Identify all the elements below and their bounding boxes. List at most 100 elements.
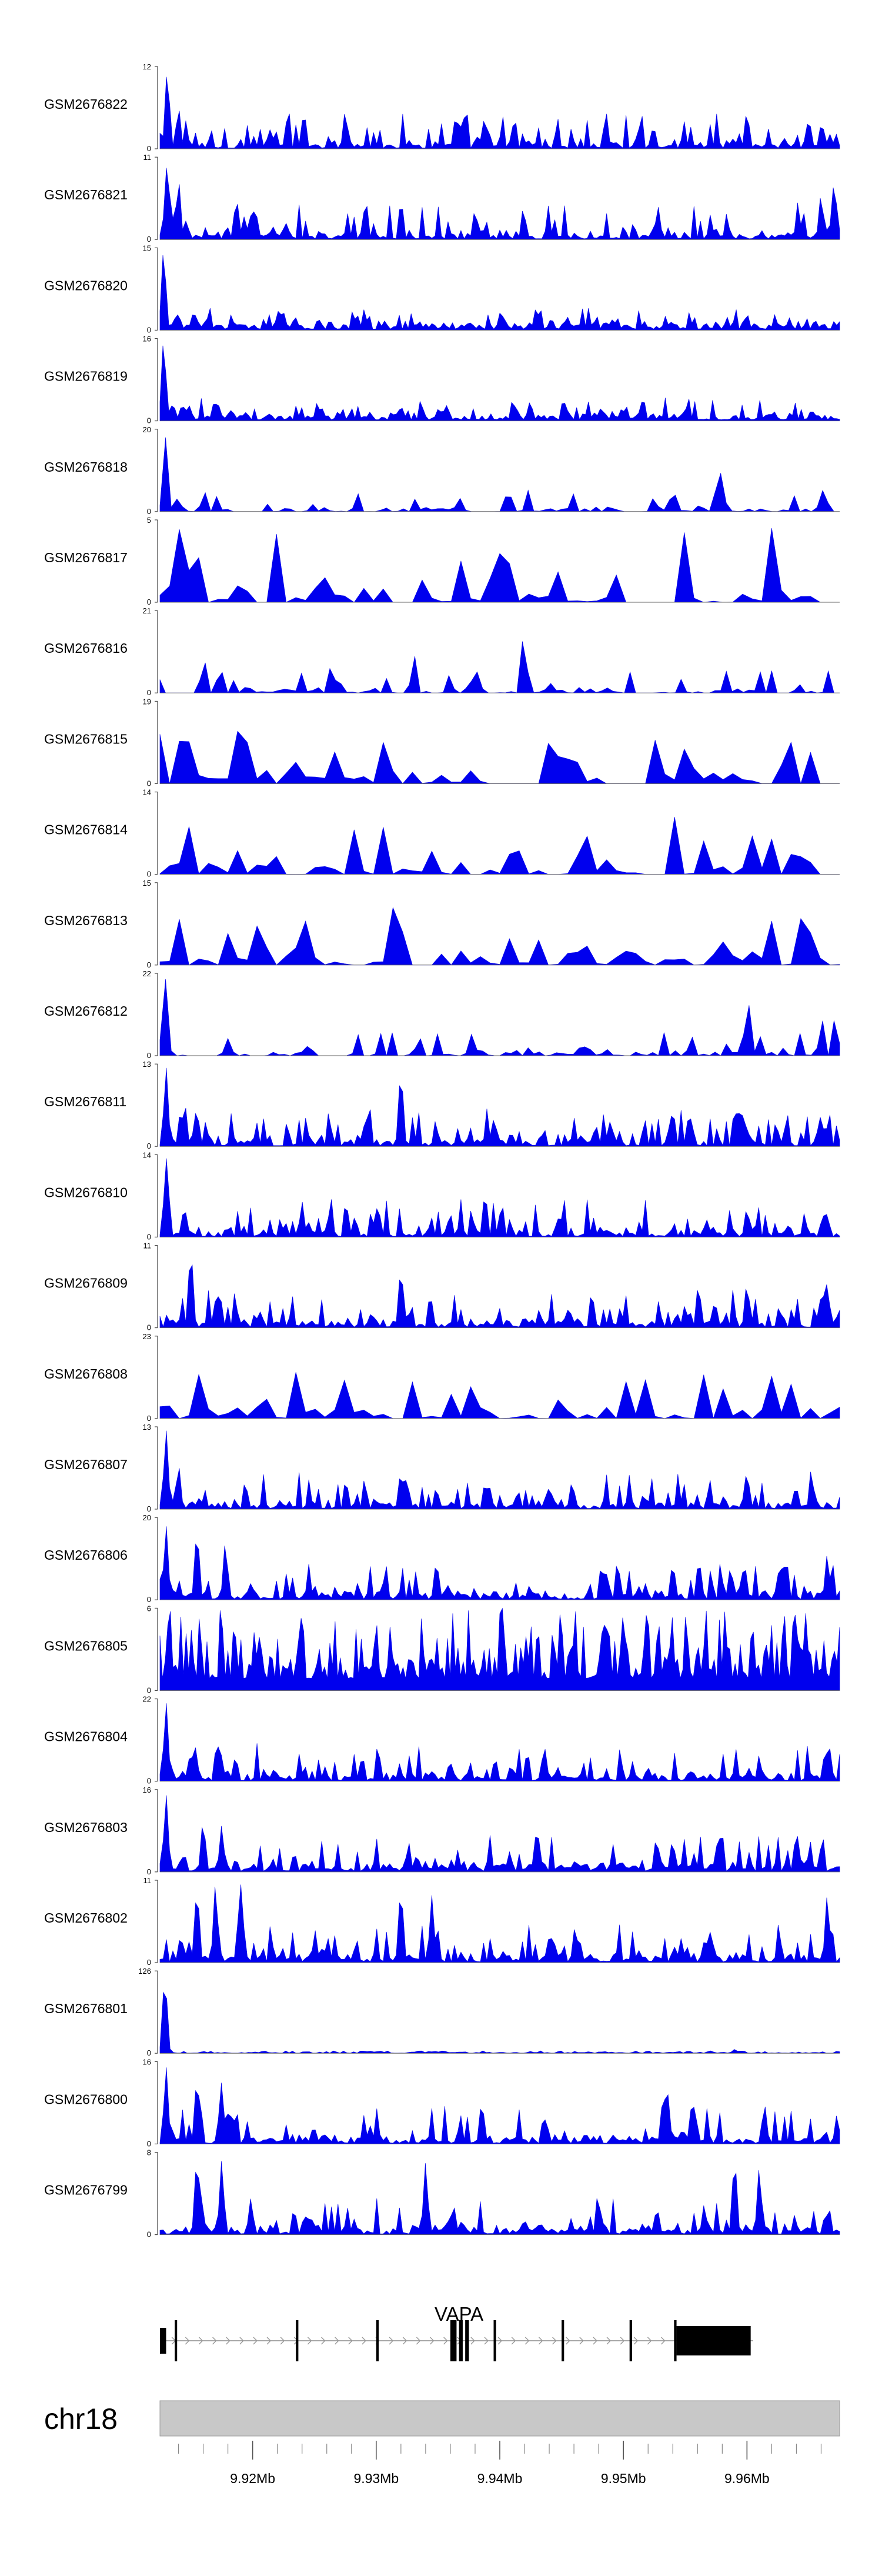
y-tick-label-zero: 0 bbox=[147, 1595, 151, 1604]
y-tick-label-max: 11 bbox=[143, 153, 152, 162]
exon bbox=[160, 2328, 166, 2354]
track-label: GSM2676811 bbox=[44, 1094, 126, 1109]
y-tick-label-max: 13 bbox=[143, 1423, 151, 1432]
chromosome-label: chr18 bbox=[44, 2403, 118, 2435]
exon bbox=[175, 2320, 178, 2361]
y-tick-label-max: 20 bbox=[143, 1513, 151, 1522]
strand-arrow bbox=[198, 2337, 203, 2345]
y-tick-label-max: 22 bbox=[143, 1695, 151, 1704]
coverage-track: GSM2676803 16 0 bbox=[44, 1786, 840, 1876]
coverage-area bbox=[159, 1430, 840, 1510]
coverage-area bbox=[159, 255, 840, 331]
strand-arrow bbox=[593, 2337, 597, 2345]
chromosome-ideogram bbox=[159, 2400, 840, 2437]
y-tick-label-zero: 0 bbox=[147, 779, 151, 788]
y-tick-label-max: 22 bbox=[143, 969, 151, 978]
track-label: GSM2676820 bbox=[44, 278, 128, 293]
strand-arrow bbox=[402, 2337, 407, 2345]
coverage-area bbox=[159, 979, 840, 1056]
exon bbox=[629, 2320, 632, 2361]
track-label: GSM2676800 bbox=[44, 2091, 128, 2107]
track-label: GSM2676819 bbox=[44, 369, 128, 384]
exon bbox=[450, 2320, 457, 2361]
y-tick-label-zero: 0 bbox=[147, 235, 151, 243]
y-tick-label-max: 19 bbox=[143, 697, 151, 706]
y-tick-label-max: 6 bbox=[147, 1604, 151, 1613]
coverage-track: GSM2676808 23 0 bbox=[44, 1332, 840, 1423]
y-tick-label-max: 14 bbox=[143, 1150, 151, 1159]
coverage-area bbox=[159, 1264, 840, 1328]
y-tick-label-zero: 0 bbox=[147, 2230, 151, 2239]
coverage-track: GSM2676801 126 0 bbox=[44, 1967, 840, 2057]
y-tick-label-zero: 0 bbox=[147, 2048, 151, 2057]
y-tick-label-zero: 0 bbox=[147, 1323, 151, 1332]
x-tick-label: 9.95Mb bbox=[601, 2471, 646, 2486]
coverage-track: GSM2676810 14 0 bbox=[44, 1150, 840, 1241]
y-tick-label-zero: 0 bbox=[147, 688, 151, 697]
strand-arrow bbox=[661, 2337, 666, 2345]
coverage-track: GSM2676821 11 0 bbox=[44, 153, 840, 243]
y-tick-label-max: 11 bbox=[143, 1876, 152, 1885]
track-label: GSM2676808 bbox=[44, 1366, 128, 1382]
coverage-area bbox=[159, 2161, 840, 2235]
track-label: GSM2676813 bbox=[44, 913, 128, 928]
coverage-area bbox=[159, 1991, 840, 2054]
coverage-area bbox=[159, 1795, 840, 1873]
coverage-area bbox=[159, 345, 840, 421]
coverage-area bbox=[159, 730, 840, 785]
y-tick-label-max: 15 bbox=[143, 243, 151, 252]
strand-arrow bbox=[566, 2337, 570, 2345]
coverage-track: GSM2676806 20 0 bbox=[44, 1513, 840, 1604]
coverage-track: GSM2676811 13 0 bbox=[44, 1060, 840, 1150]
y-tick-label-zero: 0 bbox=[147, 1142, 151, 1150]
coverage-area bbox=[159, 76, 840, 149]
strand-arrow bbox=[511, 2337, 516, 2345]
track-label: GSM2676812 bbox=[44, 1003, 128, 1019]
strand-arrow bbox=[389, 2337, 394, 2345]
coverage-track: GSM2676816 21 0 bbox=[44, 606, 840, 697]
exon bbox=[459, 2320, 463, 2361]
exon bbox=[493, 2320, 496, 2361]
y-tick-label-zero: 0 bbox=[147, 1958, 151, 1967]
exon bbox=[562, 2320, 564, 2361]
strand-arrow bbox=[348, 2337, 353, 2345]
coverage-track: GSM2676807 13 0 bbox=[44, 1423, 840, 1513]
coverage-track: GSM2676815 19 0 bbox=[44, 697, 840, 788]
track-label: GSM2676806 bbox=[44, 1547, 128, 1563]
coverage-area bbox=[159, 528, 840, 603]
strand-arrow bbox=[239, 2337, 244, 2345]
y-tick-label-max: 13 bbox=[143, 1060, 151, 1069]
strand-arrow bbox=[416, 2337, 421, 2345]
y-tick-label-zero: 0 bbox=[147, 325, 151, 334]
strand-arrow bbox=[497, 2337, 503, 2345]
track-label: GSM2676802 bbox=[44, 1910, 128, 1926]
exon bbox=[465, 2320, 469, 2361]
y-tick-label-zero: 0 bbox=[147, 1867, 151, 1876]
x-tick-label: 9.92Mb bbox=[230, 2471, 275, 2486]
y-tick-label-max: 14 bbox=[143, 788, 151, 797]
track-label: GSM2676822 bbox=[44, 96, 128, 112]
y-tick-label-zero: 0 bbox=[147, 1232, 151, 1241]
x-tick-label: 9.93Mb bbox=[353, 2471, 399, 2486]
track-label: GSM2676817 bbox=[44, 550, 128, 565]
exon bbox=[296, 2320, 299, 2361]
coverage-track: GSM2676813 15 0 bbox=[44, 879, 840, 969]
strand-arrow bbox=[253, 2337, 258, 2345]
genome-axis: chr18 9.92Mb 9.93Mb 9.94Mb 9.95Mb 9.96Mb bbox=[44, 2400, 840, 2486]
x-tick-label: 9.96Mb bbox=[724, 2471, 770, 2486]
coverage-area bbox=[159, 1526, 840, 1600]
coverage-area bbox=[159, 1703, 840, 1781]
y-tick-label-zero: 0 bbox=[147, 507, 151, 516]
gene-model: VAPA bbox=[160, 2303, 753, 2361]
track-label: GSM2676801 bbox=[44, 2001, 128, 2016]
coverage-area bbox=[159, 1158, 840, 1237]
strand-arrow bbox=[552, 2337, 557, 2345]
track-label: GSM2676821 bbox=[44, 187, 128, 202]
y-tick-label-zero: 0 bbox=[147, 1051, 151, 1060]
coverage-area bbox=[159, 641, 840, 693]
coverage-track: GSM2676817 5 0 bbox=[44, 516, 840, 606]
strand-arrow bbox=[185, 2337, 190, 2345]
y-tick-label-max: 16 bbox=[143, 2057, 151, 2066]
strand-arrow bbox=[647, 2337, 652, 2345]
